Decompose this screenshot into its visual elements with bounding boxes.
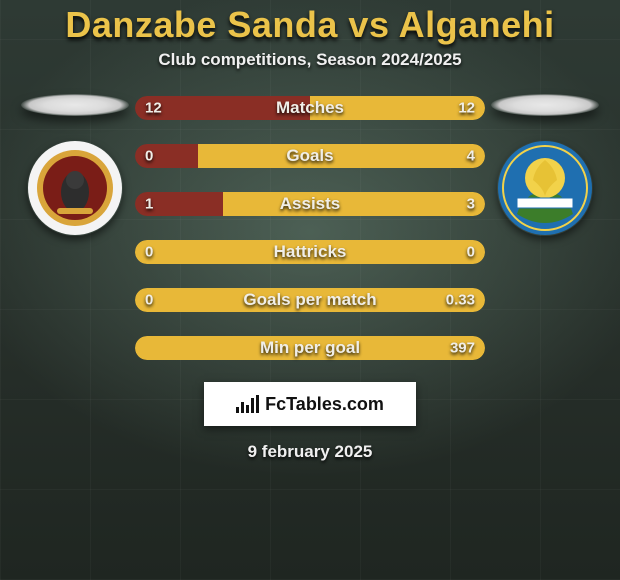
stat-row: 0 4 Goals — [135, 144, 485, 168]
right-player-column — [485, 98, 605, 236]
player-silhouette-shadow — [21, 94, 129, 116]
stat-label: Goals per match — [243, 290, 376, 310]
left-player-column — [15, 98, 135, 236]
stat-row: 0 0 Hattricks — [135, 240, 485, 264]
stat-label: Assists — [280, 194, 340, 214]
stat-value-right: 4 — [467, 148, 475, 165]
stat-value-left: 1 — [145, 196, 153, 213]
stat-label: Hattricks — [274, 242, 347, 262]
stat-row: 0 0.33 Goals per match — [135, 288, 485, 312]
left-team-crest — [27, 140, 123, 236]
stat-value-right: 397 — [450, 340, 475, 357]
stat-value-right: 0 — [467, 244, 475, 261]
stat-value-left: 0 — [145, 244, 153, 261]
stat-value-right: 12 — [458, 100, 475, 117]
page-title: Danzabe Sanda vs Alganehi — [65, 4, 554, 46]
stat-row: 12 12 Matches — [135, 96, 485, 120]
brand-text: FcTables.com — [265, 394, 384, 415]
player-silhouette-shadow — [491, 94, 599, 116]
infographic: Danzabe Sanda vs Alganehi Club competiti… — [0, 0, 620, 580]
bar-right-fill — [198, 144, 485, 168]
stat-row: 1 3 Assists — [135, 192, 485, 216]
stat-row: 397 Min per goal — [135, 336, 485, 360]
date-text: 9 february 2025 — [248, 442, 373, 462]
right-team-crest — [497, 140, 593, 236]
subtitle: Club competitions, Season 2024/2025 — [158, 50, 461, 70]
comparison-area: 1212Matches04Goals13Assists00Hattricks00… — [0, 98, 620, 360]
stat-label: Matches — [276, 98, 344, 118]
stat-value-left: 0 — [145, 148, 153, 165]
stat-label: Min per goal — [260, 338, 360, 358]
stat-value-left: 12 — [145, 100, 162, 117]
stat-label: Goals — [286, 146, 333, 166]
bar-right-fill — [223, 192, 486, 216]
brand-badge: FcTables.com — [204, 382, 416, 426]
stat-value-right: 0.33 — [446, 292, 475, 309]
stat-value-right: 3 — [467, 196, 475, 213]
stat-bars: 1212Matches04Goals13Assists00Hattricks00… — [135, 96, 485, 360]
stat-value-left: 0 — [145, 292, 153, 309]
bar-chart-icon — [236, 395, 259, 413]
